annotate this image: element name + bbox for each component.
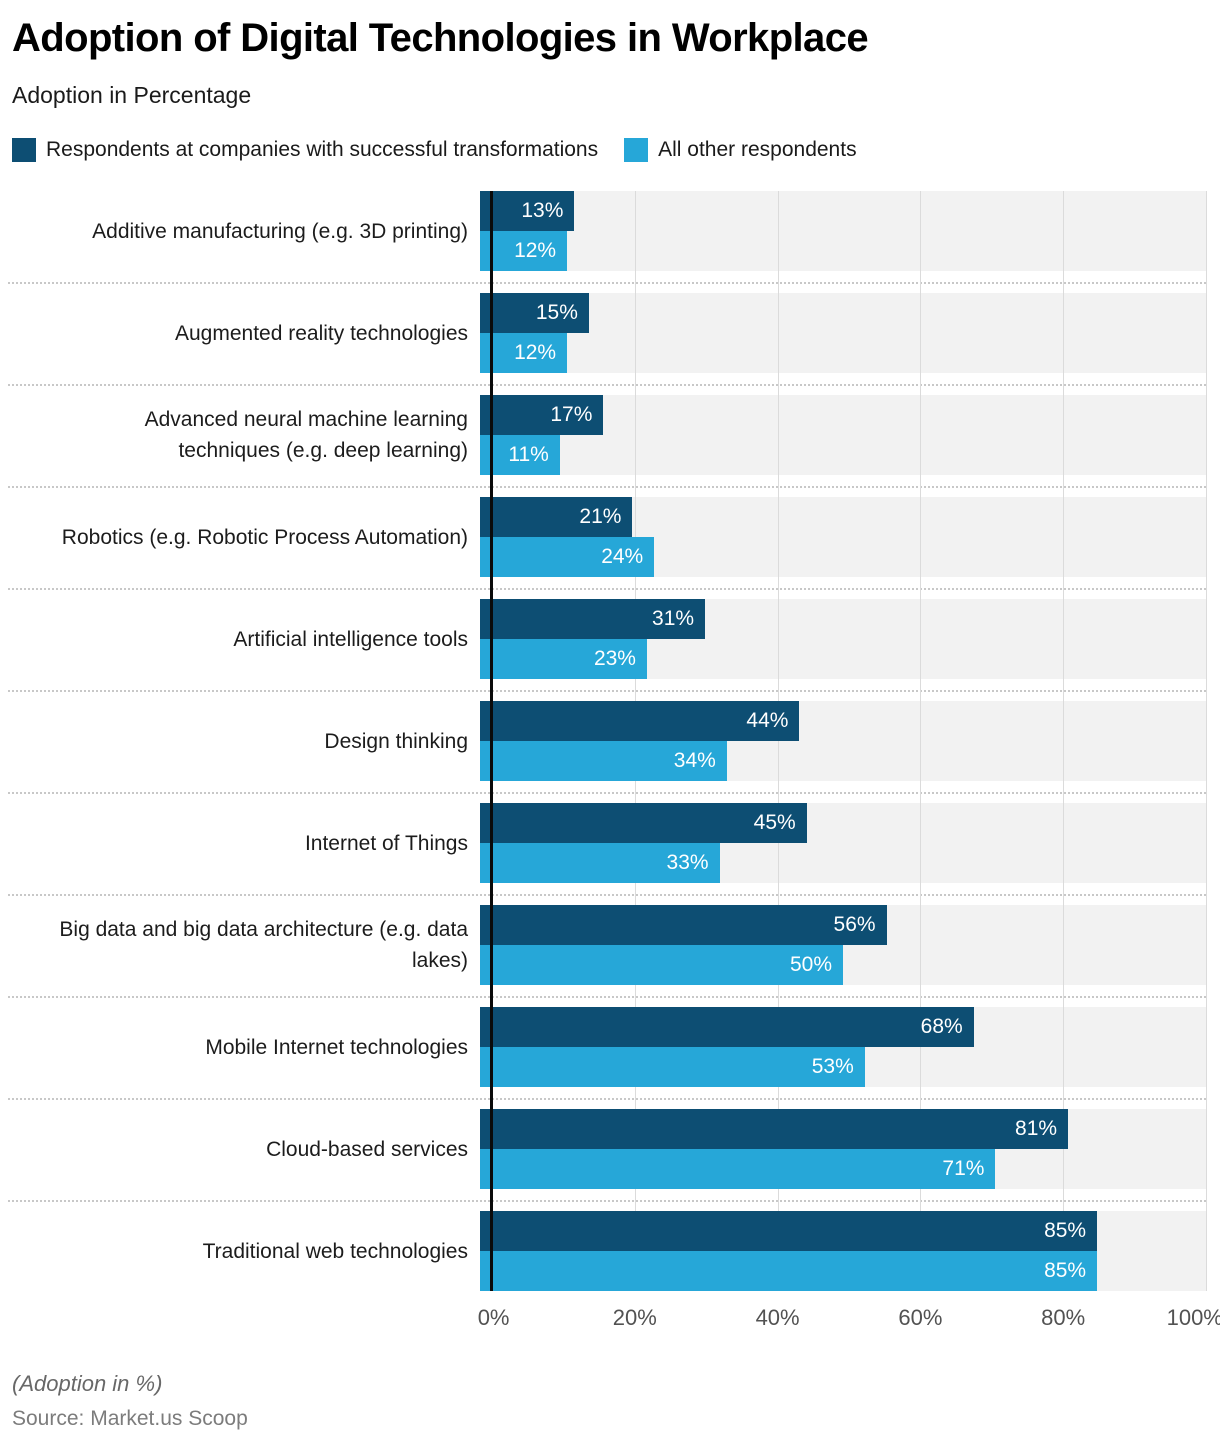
bar-row: Cloud-based services 81% 71% bbox=[8, 1109, 1206, 1202]
bar-value-successful: 13% bbox=[521, 199, 564, 222]
category-label: Augmented reality technologies bbox=[174, 321, 468, 345]
x-tick-label: 100% bbox=[1166, 1305, 1220, 1330]
bar-successful: 45% bbox=[480, 803, 807, 843]
plot-rows: Additive manufacturing (e.g. 3D printing… bbox=[8, 191, 1206, 1291]
bar-others: 12% bbox=[480, 333, 568, 373]
bar-value-successful: 56% bbox=[833, 913, 876, 936]
source-credit: Source: Market.us Scoop bbox=[12, 1407, 248, 1430]
legend-label-successful: Respondents at companies with successful… bbox=[46, 138, 599, 161]
bar-value-successful: 15% bbox=[535, 301, 578, 324]
category-label: Mobile Internet technologies bbox=[205, 1035, 468, 1059]
bar-value-others: 33% bbox=[666, 851, 709, 874]
row-band: 45% 33% bbox=[480, 803, 1206, 883]
bar-others: 34% bbox=[480, 741, 727, 781]
bar-successful: 56% bbox=[480, 905, 887, 945]
bar-chart: Additive manufacturing (e.g. 3D printing… bbox=[8, 191, 1207, 1291]
bar-value-successful: 21% bbox=[579, 505, 622, 528]
bar-value-others: 12% bbox=[514, 239, 557, 262]
bar-successful: 68% bbox=[480, 1007, 974, 1047]
row-band: 13% 12% bbox=[480, 191, 1206, 271]
legend-swatch-light-icon bbox=[624, 138, 649, 162]
axis-note: (Adoption in %) bbox=[12, 1371, 163, 1396]
category-label: Robotics (e.g. Robotic Process Automatio… bbox=[61, 525, 468, 549]
bar-successful: 81% bbox=[480, 1109, 1069, 1149]
bar-row: Augmented reality technologies 15% 12% bbox=[8, 293, 1206, 386]
bar-value-others: 34% bbox=[673, 749, 716, 772]
bar-successful: 85% bbox=[480, 1211, 1098, 1251]
gridline bbox=[1206, 191, 1207, 1291]
bar-value-others: 23% bbox=[593, 647, 636, 670]
row-band: 15% 12% bbox=[480, 293, 1206, 373]
chart-subtitle: Adoption in Percentage bbox=[12, 82, 252, 108]
bar-row: Advanced neural machine learning techniq… bbox=[8, 395, 1206, 488]
x-tick-label: 40% bbox=[755, 1305, 800, 1330]
bar-row: Additive manufacturing (e.g. 3D printing… bbox=[8, 191, 1206, 284]
row-band: 85% 85% bbox=[480, 1211, 1206, 1291]
bar-value-successful: 85% bbox=[1044, 1219, 1087, 1242]
bar-row: Mobile Internet technologies 68% 53% bbox=[8, 1007, 1206, 1100]
bar-value-others: 85% bbox=[1044, 1259, 1087, 1282]
bar-successful: 44% bbox=[480, 701, 800, 741]
category-label: Traditional web technologies bbox=[202, 1239, 468, 1263]
bar-row: Robotics (e.g. Robotic Process Automatio… bbox=[8, 497, 1206, 590]
bar-row: Artificial intelligence tools 31% 23% bbox=[8, 599, 1206, 692]
bar-value-others: 53% bbox=[811, 1055, 854, 1078]
bar-row: Traditional web technologies 85% 85% bbox=[12, 1211, 1206, 1291]
row-band: 81% 71% bbox=[480, 1109, 1206, 1189]
row-band: 44% 34% bbox=[480, 701, 1206, 781]
x-tick-label: 0% bbox=[477, 1305, 510, 1330]
row-band: 21% 24% bbox=[480, 497, 1206, 577]
legend: Respondents at companies with successful… bbox=[12, 138, 1206, 162]
bar-successful: 13% bbox=[480, 191, 575, 231]
x-axis: 0% 20% 40% 60% 80% 100% bbox=[478, 1297, 1220, 1339]
bar-row: Design thinking 44% 34% bbox=[8, 701, 1206, 794]
bar-value-others: 12% bbox=[514, 341, 557, 364]
category-label: Big data and big data architecture (e.g.… bbox=[59, 918, 468, 972]
bar-value-others: 24% bbox=[601, 545, 644, 568]
bar-row: Internet of Things 45% 33% bbox=[8, 803, 1206, 896]
category-label: Artificial intelligence tools bbox=[233, 627, 468, 651]
bar-value-others: 71% bbox=[942, 1157, 985, 1180]
x-tick-label: 60% bbox=[898, 1305, 943, 1330]
bar-others: 12% bbox=[480, 231, 568, 271]
row-band: 68% 53% bbox=[480, 1007, 1206, 1087]
legend-label-others: All other respondents bbox=[658, 138, 857, 161]
bar-others: 23% bbox=[480, 639, 647, 679]
bar-others: 71% bbox=[480, 1149, 996, 1189]
bar-others: 24% bbox=[480, 537, 655, 577]
row-band: 31% 23% bbox=[480, 599, 1206, 679]
bar-row: Big data and big data architecture (e.g.… bbox=[8, 905, 1206, 998]
category-label: Cloud-based services bbox=[266, 1137, 468, 1161]
row-band: 56% 50% bbox=[480, 905, 1206, 985]
bar-others: 85% bbox=[480, 1251, 1098, 1291]
x-tick-label: 80% bbox=[1041, 1305, 1086, 1330]
chart-title: Adoption of Digital Technologies in Work… bbox=[12, 16, 869, 60]
bar-value-successful: 31% bbox=[652, 607, 695, 630]
legend-item-others: All other respondents bbox=[624, 138, 857, 162]
category-label: Design thinking bbox=[324, 729, 468, 753]
bar-value-successful: 68% bbox=[920, 1015, 963, 1038]
bar-successful: 21% bbox=[480, 497, 633, 537]
bar-value-others: 50% bbox=[789, 953, 832, 976]
bar-others: 50% bbox=[480, 945, 843, 985]
bar-value-successful: 45% bbox=[753, 811, 796, 834]
legend-swatch-dark-icon bbox=[12, 138, 36, 162]
bar-others: 53% bbox=[480, 1047, 865, 1087]
x-tick-label: 20% bbox=[612, 1305, 657, 1330]
category-label: Internet of Things bbox=[304, 831, 468, 855]
category-label: Advanced neural machine learning techniq… bbox=[144, 408, 468, 462]
bar-others: 33% bbox=[480, 843, 720, 883]
bar-successful: 15% bbox=[480, 293, 589, 333]
bar-others: 11% bbox=[480, 435, 560, 475]
category-label: Additive manufacturing (e.g. 3D printing… bbox=[92, 219, 468, 243]
bar-value-successful: 81% bbox=[1015, 1117, 1058, 1140]
bar-successful: 31% bbox=[480, 599, 706, 639]
legend-item-successful: Respondents at companies with successful… bbox=[12, 138, 598, 162]
bar-successful: 17% bbox=[480, 395, 604, 435]
bar-value-successful: 17% bbox=[550, 403, 593, 426]
bar-value-successful: 44% bbox=[746, 709, 789, 732]
row-band: 17% 11% bbox=[480, 395, 1206, 475]
bar-value-others: 11% bbox=[508, 443, 549, 466]
